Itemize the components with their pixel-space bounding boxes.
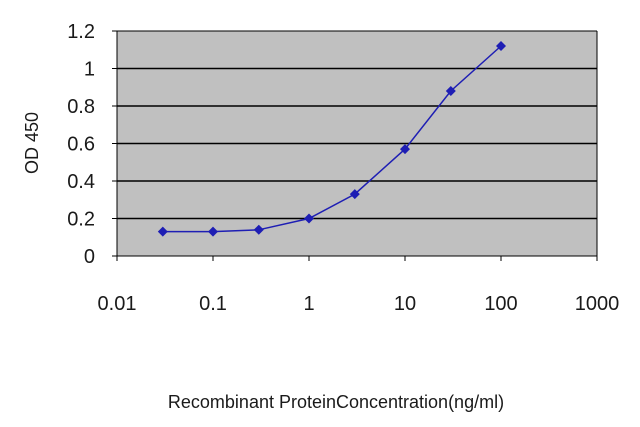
data-point-0	[157, 226, 168, 237]
y-tick-label-6: 1.2	[67, 21, 95, 43]
data-point-2	[253, 224, 264, 235]
y-tick-label-0: 0	[84, 246, 95, 268]
series	[157, 41, 506, 237]
data-point-1	[208, 226, 218, 237]
y-tick-label-1: 0.2	[67, 209, 95, 231]
x-tick-label-4: 100	[484, 293, 517, 315]
y-tick-label-5: 1	[84, 59, 95, 81]
series-line-0	[162, 45, 502, 233]
y-tick-label-2: 0.4	[67, 171, 95, 193]
x-tick-labels: 0.01 0.1 1 10 100 1000	[98, 256, 620, 315]
data-point-6	[445, 86, 456, 96]
y-axis-title: OD 450	[22, 112, 42, 174]
data-point-7	[496, 41, 506, 51]
data-point-3	[304, 213, 314, 224]
y-tick-label-3: 0.6	[67, 134, 95, 156]
gridlines	[117, 67, 597, 220]
x-tick-label-0: 0.01	[98, 293, 137, 315]
data-point-4	[349, 189, 360, 200]
y-tick-label-4: 0.8	[67, 96, 95, 118]
x-tick-label-1: 0.1	[199, 293, 227, 315]
x-axis-title: Recombinant ProteinConcentration(ng/ml)	[168, 392, 504, 412]
x-tick-label-3: 10	[394, 293, 416, 315]
data-point-5	[400, 144, 410, 155]
x-tick-label-5: 1000	[575, 293, 620, 315]
x-tick-label-2: 1	[303, 293, 314, 315]
y-tick-labels: 0 0.2 0.4 0.6 0.8 1 1.2	[67, 21, 117, 268]
